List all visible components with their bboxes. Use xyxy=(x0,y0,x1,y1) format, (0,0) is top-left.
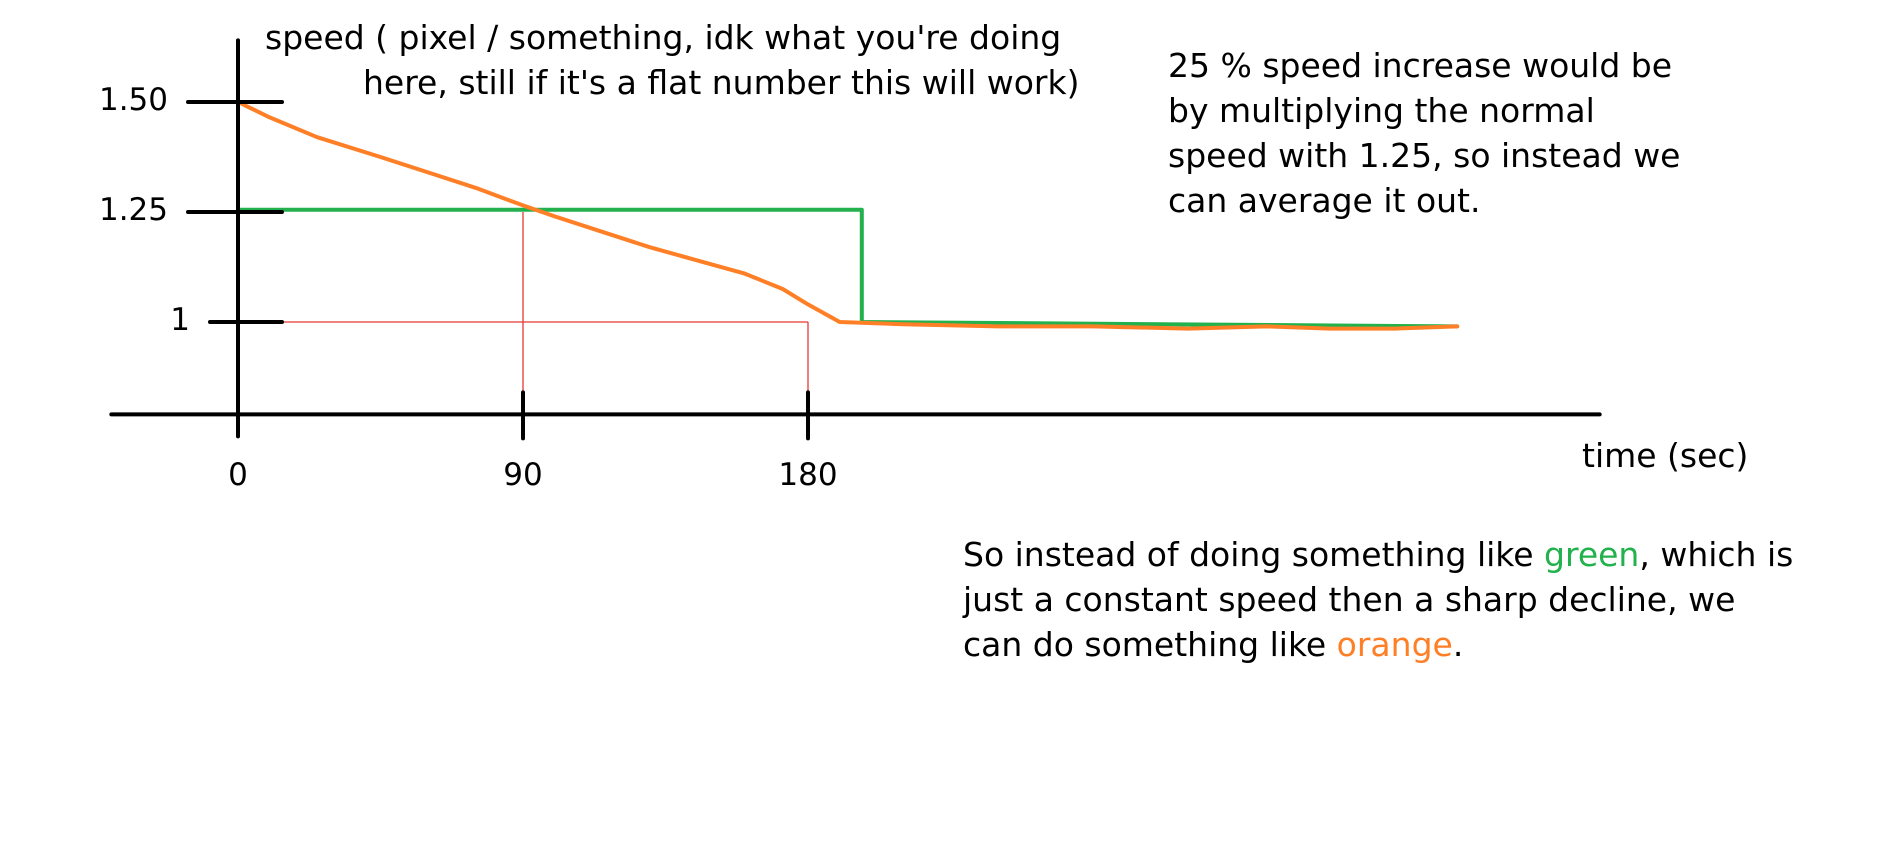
x-axis-label: time (sec) xyxy=(1582,436,1749,475)
note-green-vs-orange: So instead of doing something like green… xyxy=(963,532,1793,667)
x-tick-label-1: 90 xyxy=(503,457,543,494)
note-text-part-3: . xyxy=(1452,625,1464,664)
guide-lines xyxy=(238,212,809,415)
tick-marks xyxy=(186,100,810,441)
orange-word: orange xyxy=(1336,625,1453,664)
series-line-0 xyxy=(236,207,1460,329)
x-tick-label-2: 180 xyxy=(778,457,838,494)
y-tick-label-0: 1 xyxy=(170,302,190,338)
note-speed-increase: 25 % speed increase would be by multiply… xyxy=(1168,46,1681,220)
x-tick-label-0: 0 xyxy=(228,457,248,494)
note-text-part-1: So instead of doing something like xyxy=(963,535,1545,574)
y-axis-label-line-2: here, still if it's a flat number this w… xyxy=(363,63,1080,102)
series-lines xyxy=(236,100,1460,331)
note-text-part-2: , which is just a constant speed then a … xyxy=(963,535,1794,664)
series-line-1 xyxy=(236,100,1460,331)
y-axis-label-line-1: speed ( pixel / something, idk what you'… xyxy=(265,18,1062,57)
axes xyxy=(109,38,1602,439)
green-word: green xyxy=(1544,535,1640,574)
y-tick-label-2: 1.50 xyxy=(98,82,168,118)
y-tick-label-1: 1.25 xyxy=(98,192,168,228)
